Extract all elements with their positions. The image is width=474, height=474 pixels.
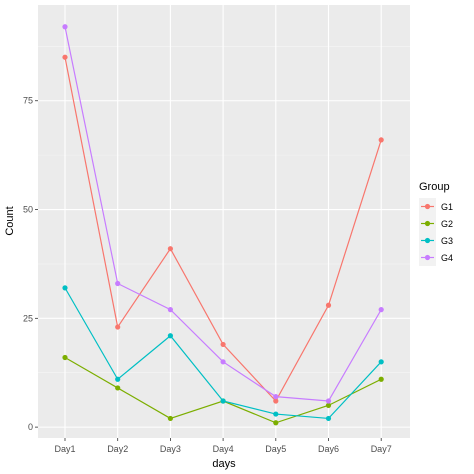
x-tick-label: Day3: [160, 444, 181, 454]
legend-item-g4: G4: [419, 249, 453, 266]
major-gridlines: [38, 5, 410, 438]
data-point-g1: [115, 324, 121, 330]
legend-key-point: [424, 203, 431, 210]
legend-item-g2: G2: [419, 215, 453, 232]
data-point-g1: [378, 137, 384, 143]
plot-panel: [38, 5, 410, 438]
data-point-g4: [220, 359, 226, 365]
x-axis: Day1 Day2 Day3 Day4 Day5 Day6 Day7: [54, 438, 392, 454]
data-point-g3: [273, 411, 279, 417]
data-point-g1: [325, 302, 332, 308]
x-tick-label: Day2: [107, 444, 128, 454]
data-point-g2: [325, 402, 332, 408]
data-point-g4: [378, 307, 384, 313]
data-point-g4: [167, 307, 173, 313]
x-tick-label: Day6: [318, 444, 339, 454]
y-tick-label: 75: [23, 96, 33, 106]
data-point-g4: [273, 394, 279, 400]
data-point-g3: [378, 359, 384, 365]
data-point-g2: [273, 420, 279, 426]
y-axis-title: Count: [4, 206, 16, 235]
data-point-g1: [220, 341, 226, 348]
data-point-g3: [220, 398, 226, 404]
data-point-g2: [167, 415, 173, 422]
data-point-g4: [62, 24, 68, 30]
x-tick-label: Day4: [213, 444, 234, 454]
legend-label: G2: [441, 219, 453, 229]
y-tick-label: 25: [23, 313, 33, 323]
legend-label: G4: [441, 253, 453, 263]
x-tick-label: Day7: [371, 444, 392, 454]
y-tick-label: 0: [28, 422, 33, 432]
legend-key-point: [424, 220, 431, 227]
x-axis-title: days: [212, 458, 236, 470]
legend-title: Group: [419, 181, 450, 193]
legend-item-g1: G1: [419, 198, 453, 215]
data-point-g2: [62, 354, 68, 361]
legend-key-point: [424, 254, 431, 261]
data-point-g3: [325, 415, 332, 422]
data-point-g1: [62, 54, 68, 60]
legend-label: G1: [441, 202, 453, 212]
data-point-g4: [115, 280, 121, 287]
data-point-g4: [325, 398, 332, 404]
y-tick-label: 50: [23, 205, 33, 215]
data-point-g3: [115, 376, 121, 382]
x-tick-label: Day5: [265, 444, 286, 454]
data-point-g2: [115, 385, 121, 391]
legend: Group G1 G2 G3 G4: [419, 181, 453, 266]
minor-gridlines: [38, 46, 410, 374]
x-tick-label: Day1: [54, 444, 75, 454]
data-point-g3: [167, 333, 173, 339]
legend-label: G3: [441, 236, 453, 246]
legend-key-point: [424, 237, 431, 244]
data-point-g1: [167, 246, 173, 252]
data-point-g3: [62, 285, 68, 291]
legend-item-g3: G3: [419, 232, 453, 249]
series-points: [62, 24, 384, 426]
data-point-g1: [273, 398, 279, 404]
y-axis: 0 25 50 75: [23, 96, 38, 432]
data-point-g2: [378, 376, 384, 382]
